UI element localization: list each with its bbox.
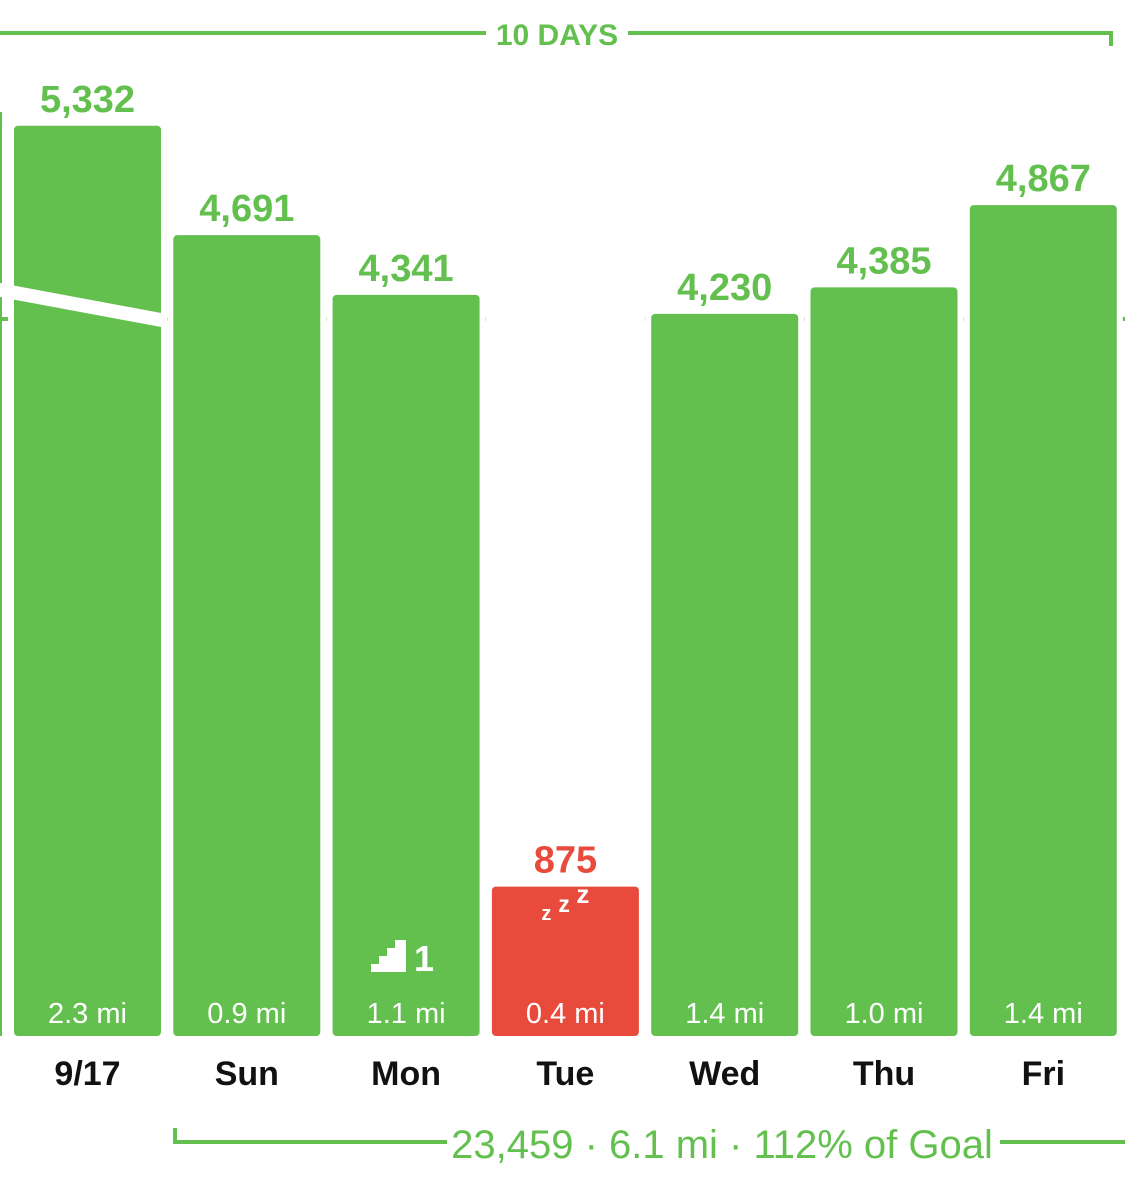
bar-group[interactable]: 4,867 1.4 mi Fri [963,158,1123,1093]
bar[interactable] [14,125,161,1037]
bar-group[interactable]: 4,691 0.9 mi Sun [167,188,327,1093]
bar-value-label: 5,332 [40,79,135,121]
bar-distance-label: 1.1 mi [367,998,446,1030]
bar-group[interactable]: 4,385 1.0 mi Thu [804,240,964,1093]
bar-distance-label: 1.4 mi [1004,998,1083,1030]
bar-value-label: 4,341 [359,248,454,290]
bar-distance-label: 2.3 mi [48,998,127,1030]
bar-distance-label: 0.9 mi [207,998,286,1030]
bar-group[interactable]: 875 0.4 mi Tue [485,316,645,1093]
bar-group[interactable]: 4,341 1.1 mi Mon [326,248,486,1093]
bar-value-label: 4,230 [677,267,772,309]
sleep-z-small: z [541,903,551,925]
summary-bracket [173,1128,1125,1144]
bar[interactable] [810,287,958,1036]
x-tick-label: Fri [1022,1055,1065,1093]
bar-group[interactable]: 5,332 2.3 mi 9/17 [8,79,167,1093]
axis-break-mark [0,283,161,327]
sleep-z-medium: z [558,891,570,917]
bar[interactable] [332,294,480,1036]
summary-text: 23,459 · 6.1 mi · 112% of Goal [451,1123,993,1167]
previous-bar-edge [0,112,2,1036]
stairs-glyph [371,940,406,972]
x-tick-label: Mon [371,1055,441,1093]
x-tick-label: Tue [536,1055,594,1093]
bar-value-label: 4,867 [996,158,1091,200]
bar[interactable] [969,205,1117,1037]
bar-value-label: 875 [534,840,597,882]
stairs-icon: 1 [371,938,434,979]
bar-distance-label: 1.4 mi [685,998,764,1030]
x-tick-label: Sun [215,1055,279,1093]
bar-distance-label: 1.0 mi [845,998,924,1030]
bar-value-label: 4,691 [199,188,294,230]
bar[interactable] [491,886,639,1036]
bar-value-label: 4,385 [836,240,931,282]
bar-group[interactable]: 4,230 1.4 mi Wed [645,267,805,1093]
range-bracket [0,31,1113,46]
sleep-z-large: z [576,879,589,909]
range-title: 10 DAYS [496,19,618,52]
flights-count: 1 [414,938,434,979]
range-bracket-right [628,31,1113,46]
bar-distance-label: 0.4 mi [526,998,605,1030]
bar[interactable] [651,313,799,1037]
bars: 5,332 2.3 mi 9/17 4,691 0.9 mi Sun 4,341 1.1 mi… [0,79,1123,1093]
bar[interactable] [173,235,321,1036]
goal-line-gap [485,316,645,322]
summary-bracket-left [173,1128,447,1144]
x-tick-label: 9/17 [54,1055,120,1093]
x-tick-label: Wed [689,1055,760,1093]
x-tick-label: Thu [853,1055,915,1093]
